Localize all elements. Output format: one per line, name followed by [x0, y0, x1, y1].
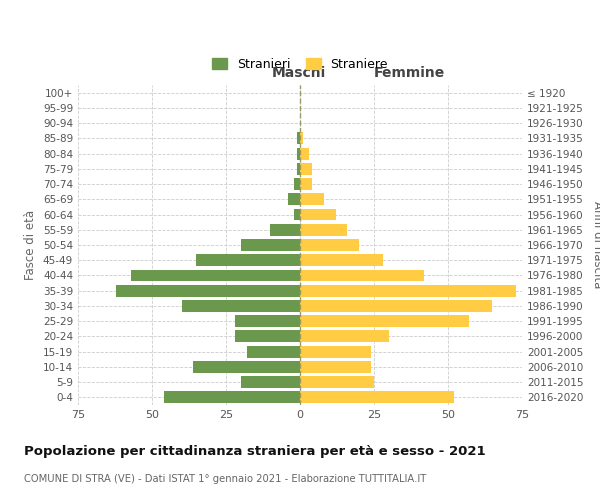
Bar [300, 132, 303, 144]
Bar [300, 208, 335, 220]
Bar [196, 254, 300, 266]
Bar [247, 346, 300, 358]
Bar [300, 376, 374, 388]
Bar [300, 300, 493, 312]
Bar [300, 163, 312, 175]
Bar [241, 239, 300, 251]
Bar [300, 392, 454, 404]
Y-axis label: Anni di nascita: Anni di nascita [590, 202, 600, 288]
Bar [241, 376, 300, 388]
Bar [297, 148, 300, 160]
Y-axis label: Fasce di età: Fasce di età [25, 210, 37, 280]
Bar [300, 239, 359, 251]
Bar [300, 224, 347, 235]
Bar [294, 178, 300, 190]
Bar [288, 194, 300, 205]
Bar [182, 300, 300, 312]
Bar [235, 330, 300, 342]
Text: COMUNE DI STRA (VE) - Dati ISTAT 1° gennaio 2021 - Elaborazione TUTTITALIA.IT: COMUNE DI STRA (VE) - Dati ISTAT 1° genn… [24, 474, 426, 484]
Bar [116, 285, 300, 296]
Bar [300, 315, 469, 327]
Bar [297, 132, 300, 144]
Bar [300, 194, 323, 205]
Text: Femmine: Femmine [374, 66, 445, 80]
Bar [131, 270, 300, 281]
Bar [300, 148, 309, 160]
Legend: Stranieri, Straniere: Stranieri, Straniere [207, 53, 393, 76]
Bar [300, 361, 371, 373]
Text: Popolazione per cittadinanza straniera per età e sesso - 2021: Popolazione per cittadinanza straniera p… [24, 445, 485, 458]
Bar [235, 315, 300, 327]
Bar [300, 346, 371, 358]
Bar [193, 361, 300, 373]
Bar [300, 178, 312, 190]
Bar [300, 330, 389, 342]
Bar [300, 285, 516, 296]
Bar [300, 270, 424, 281]
Bar [300, 254, 383, 266]
Bar [294, 208, 300, 220]
Bar [271, 224, 300, 235]
Bar [297, 163, 300, 175]
Bar [164, 392, 300, 404]
Text: Maschi: Maschi [271, 66, 326, 80]
